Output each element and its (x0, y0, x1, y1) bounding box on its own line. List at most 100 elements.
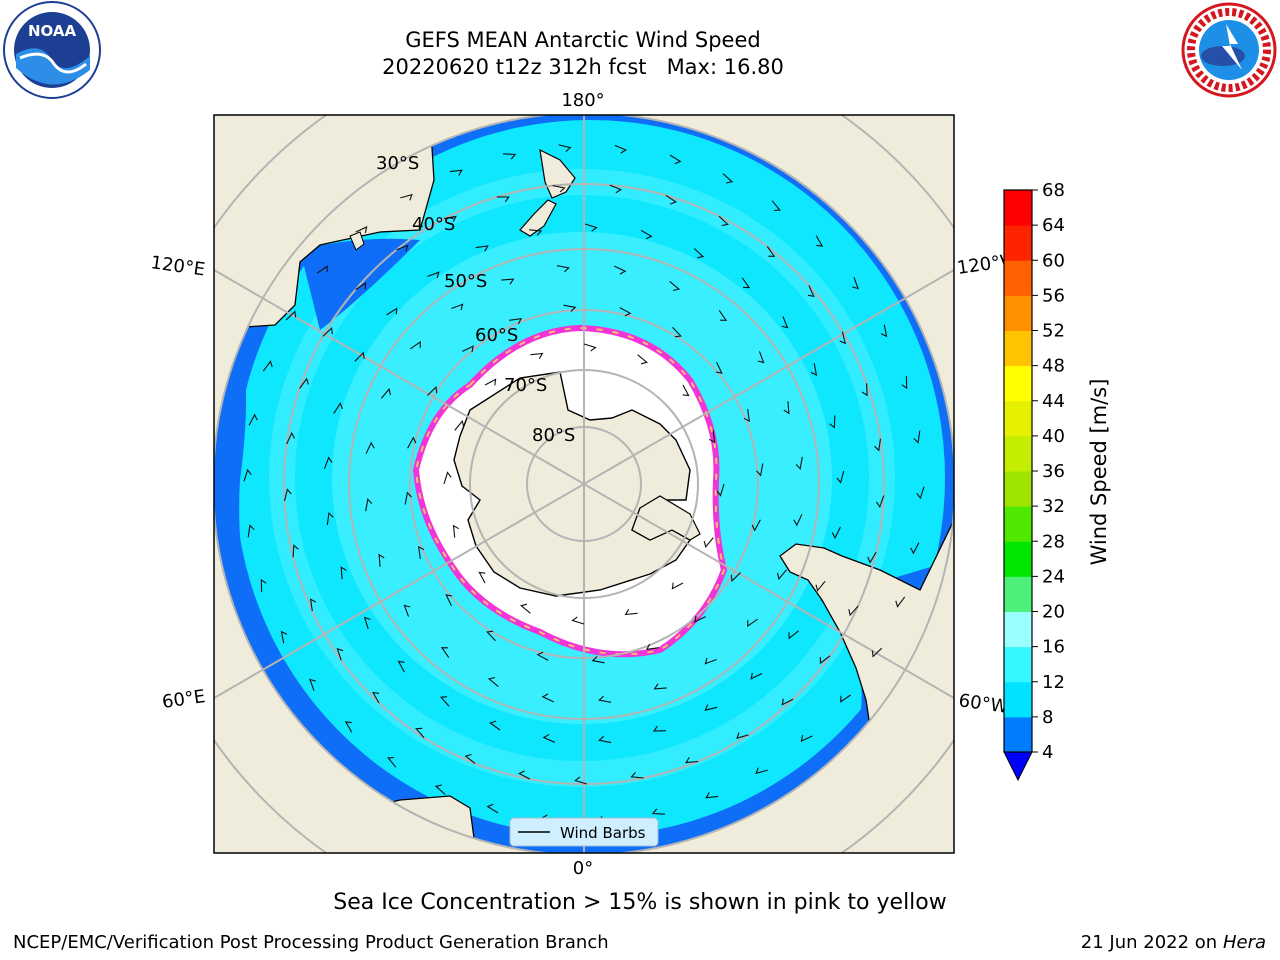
wind-barb (333, 402, 343, 414)
colorbar-tick-label: 8 (1042, 707, 1053, 728)
colorbar-tick-label: 44 (1042, 391, 1065, 412)
wind-barb (757, 351, 765, 364)
wind-barb (645, 643, 659, 650)
wind-barb (781, 316, 789, 329)
wind-barb (704, 704, 718, 711)
wind-barb (309, 678, 316, 691)
wind-barb (736, 732, 749, 740)
map-frame (213, 114, 955, 854)
wind-barb (536, 651, 549, 661)
wind-barb (807, 285, 815, 298)
wind-barb (365, 498, 373, 512)
wind-barb (542, 734, 556, 743)
lat-label-30s: 30°S (376, 153, 419, 174)
wind-barb (378, 553, 385, 567)
wind-barb (819, 655, 831, 665)
colorbar-tick-label: 32 (1042, 496, 1065, 517)
wind-barb (614, 144, 628, 154)
wind-barb (418, 545, 425, 559)
wind-barb (718, 215, 729, 227)
wind-barb (449, 169, 463, 176)
wind-barb (322, 327, 333, 337)
wind-barb (651, 808, 665, 815)
lon-label-60e: 60°E (161, 686, 207, 713)
wind-barb (426, 386, 438, 396)
wind-barb (280, 630, 288, 644)
wind-barb (875, 495, 885, 508)
wind-barb (355, 226, 368, 234)
wind-barb (427, 271, 440, 279)
wind-barb (852, 277, 859, 290)
colorbar-tick-label: 68 (1042, 180, 1065, 201)
wind-barb (640, 229, 653, 240)
colorbar-segment (1004, 471, 1032, 507)
wind-barb (518, 770, 531, 780)
wind-barb (443, 215, 457, 223)
colorbar-extend-arrow (1003, 751, 1033, 782)
wind-barb (439, 696, 450, 707)
wind-barb (848, 605, 859, 617)
wind-barb (637, 354, 648, 365)
wind-barb (916, 486, 925, 500)
wind-barb (292, 544, 299, 558)
colorbar-tick-label: 36 (1042, 461, 1065, 482)
wind-barb (591, 656, 605, 664)
wind-barb (336, 648, 344, 661)
wind-barb (530, 352, 544, 359)
wind-barb (781, 698, 794, 706)
wind-barb (247, 524, 255, 538)
colorbar-segment (1004, 190, 1032, 226)
lat-label-70s: 70°S (504, 375, 547, 396)
wind-barb (619, 307, 632, 317)
wind-barb (380, 387, 392, 399)
wind-barb (705, 792, 719, 799)
wind-barb (831, 526, 841, 540)
wind-barb (501, 278, 515, 285)
wind-barb (363, 616, 371, 630)
colorbar-segment (1004, 330, 1032, 367)
wind-barb (558, 144, 572, 153)
wind-barb (776, 569, 788, 581)
wind-barb (464, 753, 476, 764)
wind-barb (404, 491, 412, 505)
graticule (214, 115, 954, 853)
lat-label-40s: 40°S (412, 214, 455, 235)
chart-subtitle: 20220620 t12z 312h fcst Max: 16.80 (382, 55, 784, 79)
svg-text:NOAA: NOAA (28, 22, 77, 40)
wind-barb (839, 331, 846, 345)
wind-barb (574, 776, 587, 785)
wind-barb (913, 430, 921, 444)
wind-barb (283, 488, 292, 502)
noaa-logo-icon: NOAA (3, 1, 101, 99)
colorbar-segment (1004, 260, 1032, 296)
wind-barb (440, 647, 450, 658)
wind-barb (326, 511, 334, 526)
wind-barb (598, 735, 612, 744)
wind-barb (755, 767, 768, 775)
colorbar-segment (1004, 541, 1032, 577)
wind-barb (901, 376, 908, 390)
wind-barb (496, 196, 510, 203)
wind-barb (541, 693, 554, 703)
colorbar-segment (1004, 611, 1032, 648)
wind-barb (751, 519, 761, 532)
wind-barb (556, 265, 570, 273)
wind-barb (867, 551, 877, 564)
wind-barb (788, 630, 799, 640)
colorbar-tick-label: 64 (1042, 215, 1065, 236)
wind-barb (262, 360, 273, 372)
wind-barb (722, 173, 734, 184)
chart-title: GEFS MEAN Antarctic Wind Speed (405, 28, 761, 52)
wind-barb (400, 193, 413, 201)
wind-barb (462, 345, 474, 353)
wind-barb (248, 413, 258, 426)
wind-barb (489, 720, 501, 731)
lat-label-80s: 80°S (532, 425, 575, 446)
wind-barb (836, 470, 845, 484)
wind-barb (478, 571, 486, 584)
wind-barb (365, 441, 375, 454)
wind-barb (669, 154, 682, 165)
colorbar-segment (1004, 646, 1032, 683)
